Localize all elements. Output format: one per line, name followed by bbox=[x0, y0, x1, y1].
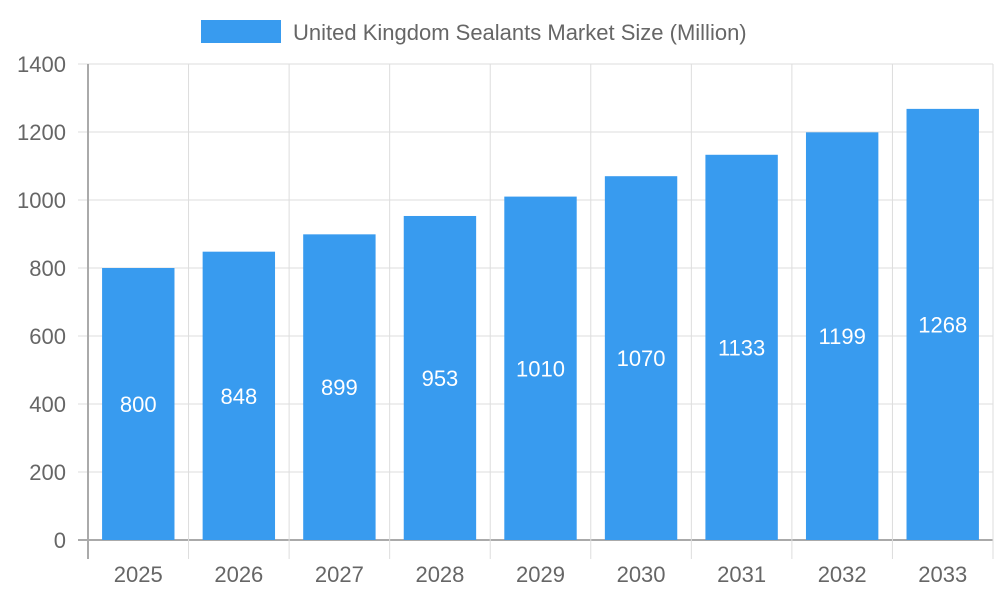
data-label: 899 bbox=[321, 375, 358, 400]
x-tick-label: 2028 bbox=[415, 562, 464, 587]
bar bbox=[805, 132, 879, 540]
x-tick-label: 2027 bbox=[315, 562, 364, 587]
bar bbox=[303, 234, 376, 540]
y-tick-label: 0 bbox=[54, 528, 66, 553]
axes: 0 200 400 600 800 1000 1200 1400 2025 2026 2027 202… bbox=[17, 52, 967, 587]
bar bbox=[504, 196, 577, 540]
y-tick-label: 600 bbox=[29, 324, 66, 349]
bar bbox=[705, 154, 778, 540]
x-tick-label: 2030 bbox=[617, 562, 666, 587]
x-tick-label: 2032 bbox=[818, 562, 867, 587]
bar bbox=[102, 268, 175, 540]
y-tick-label: 1200 bbox=[17, 120, 66, 145]
x-tick-label: 2033 bbox=[918, 562, 967, 587]
y-tick-label: 800 bbox=[29, 256, 66, 281]
y-tick-label: 400 bbox=[29, 392, 66, 417]
data-label: 1070 bbox=[617, 346, 666, 371]
legend-swatch bbox=[201, 20, 281, 43]
x-tick-label: 2031 bbox=[717, 562, 766, 587]
data-label: 848 bbox=[220, 384, 257, 409]
x-tick-label: 2029 bbox=[516, 562, 565, 587]
bar bbox=[906, 108, 979, 540]
data-label: 800 bbox=[120, 392, 157, 417]
data-label: 953 bbox=[422, 366, 459, 391]
y-tick-label: 1400 bbox=[17, 52, 66, 77]
y-tick-label: 200 bbox=[29, 460, 66, 485]
data-label: 1133 bbox=[718, 335, 765, 360]
bar bbox=[604, 176, 678, 540]
data-label: 1199 bbox=[819, 324, 866, 349]
legend-label: United Kingdom Sealants Market Size (Mil… bbox=[293, 20, 747, 45]
bar bbox=[403, 215, 477, 541]
x-tick-label: 2025 bbox=[114, 562, 163, 587]
bars: 800 848 899 953 1010 1070 1133 1199 1268 bbox=[102, 108, 979, 541]
y-tick-label: 1000 bbox=[17, 188, 66, 213]
x-tick-label: 2026 bbox=[214, 562, 263, 587]
data-label: 1268 bbox=[918, 312, 967, 337]
legend[interactable]: United Kingdom Sealants Market Size (Mil… bbox=[201, 20, 747, 45]
data-label: 1010 bbox=[516, 356, 565, 381]
bar bbox=[202, 251, 276, 540]
